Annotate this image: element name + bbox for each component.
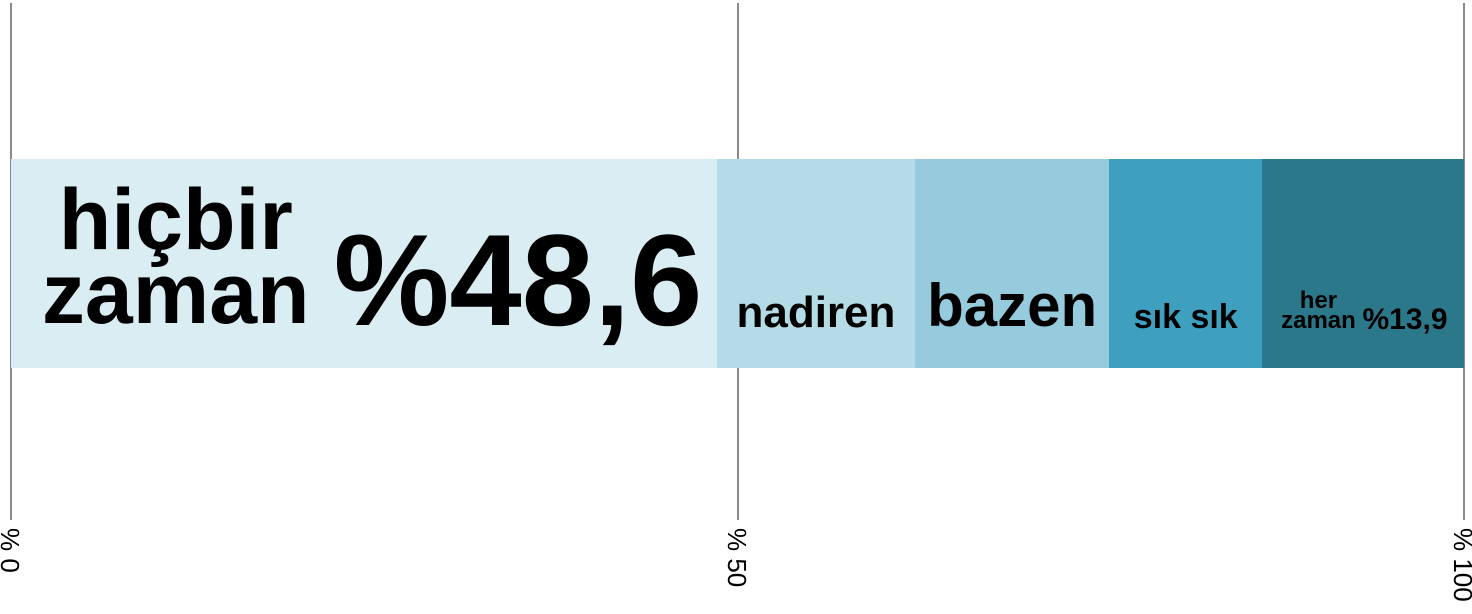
- segment-label: hiçbir zaman %48,6: [26, 172, 703, 353]
- bar-segment: nadiren: [717, 159, 915, 368]
- x-tick-label: % 100: [1448, 528, 1472, 602]
- category-label: hiçbir zaman: [41, 172, 310, 343]
- grid-line: [1463, 3, 1465, 520]
- segment-label: nadiren: [736, 288, 896, 338]
- bar-segment: hiçbir zaman %48,6: [11, 159, 718, 368]
- category-label: nadiren: [736, 288, 896, 338]
- bar-segment: bazen: [914, 159, 1110, 368]
- bar-segment: sık sık: [1109, 159, 1263, 368]
- category-label: sık sık: [1133, 297, 1238, 336]
- value-label: %13,9: [1362, 303, 1448, 336]
- value-label: %48,6: [333, 207, 703, 353]
- category-label: her zaman: [1281, 286, 1356, 335]
- segment-label: her zaman %13,9: [1278, 286, 1448, 336]
- segment-label: bazen: [927, 272, 1098, 340]
- category-label: bazen: [927, 272, 1098, 340]
- x-tick-label: % 0: [0, 528, 25, 573]
- x-tick-label: % 50: [721, 528, 752, 588]
- segment-label: sık sık: [1133, 297, 1238, 336]
- bar-segment: her zaman %13,9: [1262, 159, 1464, 368]
